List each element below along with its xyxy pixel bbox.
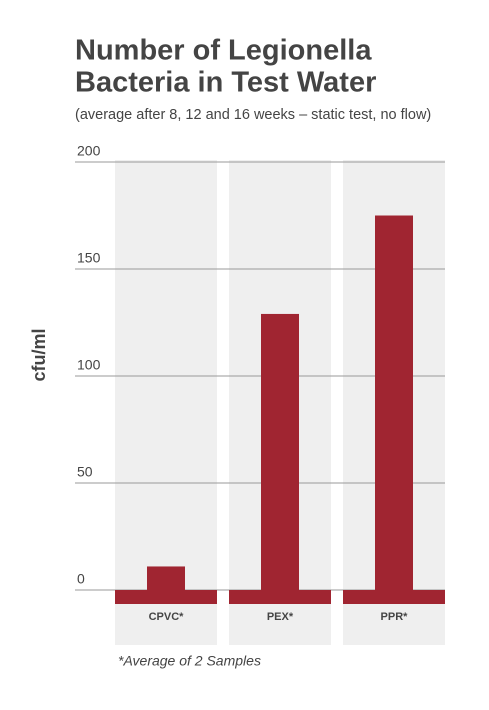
y-tick-label: 150 [77, 250, 101, 266]
y-tick-label: 50 [77, 464, 93, 480]
base-band [343, 590, 445, 604]
y-tick-label: 200 [77, 143, 101, 159]
bar [375, 215, 413, 590]
y-axis-label: cfu/ml [29, 328, 49, 381]
x-tick-label: PEX* [267, 611, 294, 623]
chart-subtitle: (average after 8, 12 and 16 weeks – stat… [75, 107, 431, 123]
bar [147, 566, 185, 590]
base-band [115, 590, 217, 604]
chart-title: Number of Legionella [75, 35, 372, 67]
bar [261, 313, 299, 590]
x-tick-label: PPR* [381, 611, 409, 623]
footnote: *Average of 2 Samples [118, 653, 261, 669]
x-tick-label: CPVC* [149, 611, 185, 623]
base-band [229, 590, 331, 604]
y-tick-label: 100 [77, 357, 101, 373]
panel [115, 160, 217, 645]
chart-title: Bacteria in Test Water [75, 67, 376, 99]
y-tick-label: 0 [77, 571, 85, 587]
